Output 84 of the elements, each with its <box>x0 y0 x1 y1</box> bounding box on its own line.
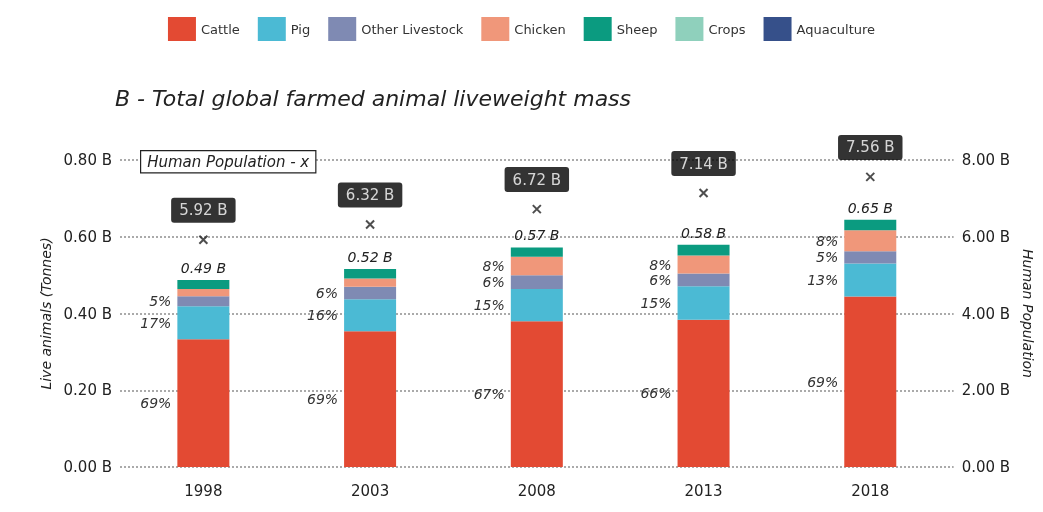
y2-tick-label: 0.00 B <box>961 458 1011 476</box>
y2-tick-label: 8.00 B <box>961 151 1011 169</box>
y-tick-label: 0.20 B <box>63 381 112 400</box>
legend-label: Pig <box>290 21 311 37</box>
legend-label: Sheep <box>616 21 658 37</box>
bar <box>177 296 230 307</box>
annotation: 69% <box>140 395 172 412</box>
total-label: 0.52 B <box>347 248 393 265</box>
chart-title: B - Total global farmed animal liveweight mass <box>115 85 632 111</box>
y2-tick-label: 4.00 B <box>961 304 1011 323</box>
x-tick-label: 2018 <box>851 481 890 500</box>
y-tick-label: 0.00 B <box>63 458 112 476</box>
bar <box>844 230 897 252</box>
data-label: 7.56 B <box>846 138 895 157</box>
annotation: 15% <box>473 297 505 314</box>
annotation: 15% <box>640 294 672 311</box>
point <box>698 188 709 198</box>
annotation: 6% <box>315 284 339 301</box>
bar <box>344 286 397 300</box>
annotation: 17% <box>140 314 172 331</box>
bar <box>677 319 730 467</box>
bar <box>844 263 897 297</box>
annotation: 6% <box>482 274 505 291</box>
data-label: 6.72 B <box>512 170 562 189</box>
legend-label: Other Livestock <box>361 21 464 37</box>
y-tick-label: 0.60 B <box>63 227 112 246</box>
bar <box>510 321 563 467</box>
bar <box>344 331 397 467</box>
y-axis-title: Live animals (Tonnes) <box>37 237 54 390</box>
legend-label: Aquaculture <box>796 21 876 37</box>
bar <box>510 275 563 289</box>
annotation: 16% <box>306 307 339 324</box>
point <box>365 219 376 230</box>
bar <box>177 306 230 340</box>
total-label: 0.49 B <box>180 260 226 277</box>
total-label: 0.57 B <box>514 227 560 244</box>
point <box>198 234 209 245</box>
annotation: 69% <box>306 391 339 408</box>
y2-axis-title: Human Population <box>1020 249 1036 378</box>
annotation: 69% <box>807 373 839 390</box>
annotation: 8% <box>649 256 672 273</box>
bar <box>677 273 730 287</box>
bar <box>344 268 397 279</box>
annotation: 5% <box>816 249 839 266</box>
annotation: 8% <box>482 257 505 274</box>
bar <box>510 256 563 276</box>
bar <box>677 286 730 320</box>
bar <box>677 255 730 274</box>
legend-label: Chicken <box>514 21 566 37</box>
annotation: 8% <box>816 232 839 249</box>
data-label: 7.14 B <box>679 154 728 173</box>
bar <box>344 299 397 332</box>
x-tick-label: 2003 <box>351 481 390 500</box>
bar <box>844 219 897 231</box>
data-label: 6.32 B <box>345 185 395 204</box>
annotation: 66% <box>640 385 672 402</box>
bar <box>510 247 563 257</box>
x-tick-label: 1998 <box>184 481 223 500</box>
x-tick-label: 2013 <box>684 481 723 500</box>
bar <box>844 296 897 467</box>
bar <box>844 251 897 264</box>
y2-tick-label: 6.00 B <box>961 227 1011 246</box>
annotation: Human Population - x <box>147 152 310 171</box>
data-label: 5.92 B <box>179 201 228 220</box>
y-tick-label: 0.80 B <box>63 151 112 169</box>
bar <box>177 280 230 289</box>
legend-label: Cattle <box>200 21 240 37</box>
y2-tick-label: 2.00 B <box>961 381 1011 400</box>
annotation: 5% <box>149 293 172 310</box>
bar <box>177 288 230 297</box>
point <box>531 204 542 215</box>
legend-label: Crops <box>708 21 746 37</box>
bar <box>344 278 397 287</box>
bar <box>677 244 730 256</box>
total-label: 0.58 B <box>680 224 727 241</box>
y-tick-label: 0.40 B <box>63 304 112 323</box>
point <box>865 171 876 182</box>
x-tick-label: 2008 <box>517 481 556 500</box>
bar <box>177 339 230 467</box>
annotation: 67% <box>473 386 505 403</box>
bar <box>510 288 563 322</box>
annotation: 13% <box>807 272 839 289</box>
annotation: 6% <box>649 271 672 288</box>
total-label: 0.65 B <box>847 199 893 216</box>
